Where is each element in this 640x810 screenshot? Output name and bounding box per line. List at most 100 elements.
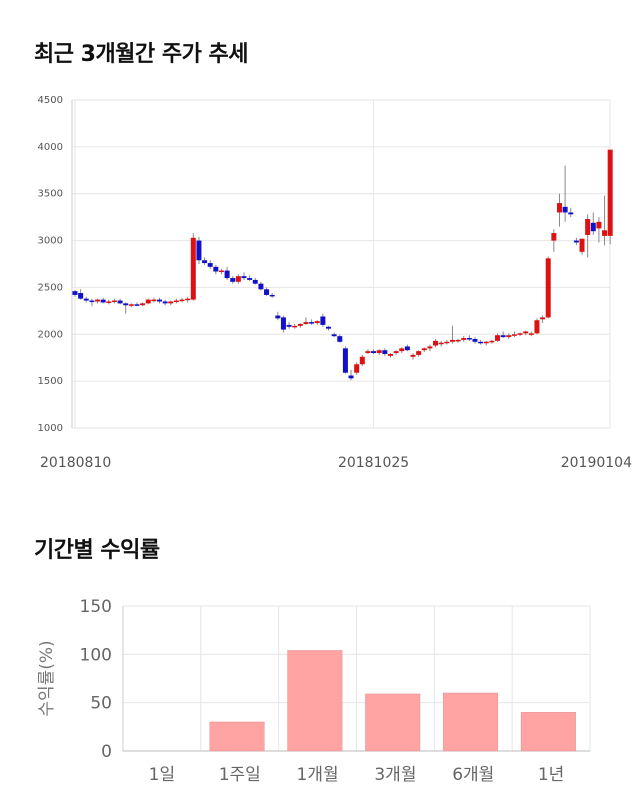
candle-body: [365, 351, 371, 354]
candle-body: [157, 299, 163, 302]
candle-body: [472, 338, 478, 342]
price-y-tick-label: 1000: [38, 423, 63, 434]
candle-body: [511, 334, 517, 336]
price-y-tick-label: 3000: [38, 236, 63, 247]
candle-body: [303, 322, 309, 324]
candle-body: [326, 326, 332, 329]
price-y-tick-label: 3500: [38, 189, 63, 200]
candle-body: [89, 300, 95, 303]
candle-body: [421, 348, 427, 351]
candle-body: [331, 334, 337, 337]
candle-body: [495, 335, 501, 341]
candle-body: [387, 353, 393, 356]
price-y-tick-label: 1500: [38, 376, 63, 387]
returns-x-tick-label: 1일: [149, 765, 175, 785]
candle-body: [286, 324, 292, 327]
price-x-tick-label: 20190104: [561, 455, 632, 471]
candle-body: [207, 263, 213, 267]
candle-body: [410, 354, 416, 357]
candle-body: [427, 346, 433, 349]
candle-body: [72, 291, 78, 295]
returns-bar: [287, 650, 343, 752]
price-x-tick-label: 20180810: [40, 455, 111, 471]
candle-body: [123, 303, 129, 306]
candle-body: [590, 222, 596, 232]
candle-body: [128, 304, 134, 306]
candle-body: [247, 278, 253, 280]
candle-body: [506, 335, 512, 338]
returns-y-tick-label: 50: [90, 694, 112, 714]
candle-body: [376, 350, 382, 354]
returns-y-tick-label: 150: [80, 597, 112, 617]
candle-body: [455, 339, 461, 342]
candle-body: [461, 338, 467, 340]
candle-body: [117, 300, 123, 304]
candle-body: [607, 149, 613, 236]
candle-body: [528, 333, 534, 335]
returns-x-tick-label: 3개월: [374, 765, 416, 785]
candle-body: [466, 338, 472, 340]
candle-body: [585, 219, 591, 235]
returns-x-tick-label: 1주일: [219, 765, 261, 785]
returns-y-axis-label: 수익률(%): [37, 640, 57, 716]
candle-body: [556, 203, 562, 213]
candle-body: [444, 341, 450, 344]
candle-body: [545, 258, 551, 318]
candle-body: [168, 301, 174, 304]
candle-body: [179, 299, 185, 302]
candle-body: [416, 351, 422, 355]
candle-body: [218, 270, 224, 273]
candle-body: [500, 335, 506, 338]
candle-body: [275, 315, 281, 319]
candle-body: [196, 240, 202, 261]
candle-body: [320, 316, 326, 325]
candle-body: [433, 340, 439, 346]
candle-body: [483, 341, 489, 344]
candle-body: [241, 276, 247, 279]
returns-y-tick-label: 100: [80, 645, 112, 665]
returns-bar: [520, 712, 576, 752]
candle-body: [280, 317, 286, 330]
candle-body: [224, 270, 230, 279]
candle-body: [393, 351, 399, 354]
candle-body: [551, 233, 557, 241]
candle-body: [297, 323, 303, 326]
candle-body: [83, 298, 89, 301]
returns-y-tick-label: 0: [101, 742, 112, 762]
returns-bar: [365, 693, 421, 752]
candle-body: [523, 331, 529, 334]
candle-body: [478, 341, 484, 344]
candle-body: [269, 294, 275, 297]
candle-body: [314, 321, 320, 324]
price-trend-chart: 1000 1500 2000 2500 3000 3500 4000 4500 20180810…: [38, 95, 633, 471]
returns-bar: [442, 692, 499, 752]
candle-body: [78, 293, 84, 299]
candle-body: [106, 301, 112, 303]
returns-x-tick-label: 1개월: [297, 765, 339, 785]
candle-body: [145, 299, 151, 304]
candle-body: [95, 299, 101, 302]
candle-body: [100, 299, 106, 303]
candle-body: [359, 356, 365, 365]
candle-body: [540, 317, 546, 320]
candle-body: [562, 206, 568, 213]
candle-body: [190, 237, 196, 300]
candle-body: [258, 283, 264, 290]
candle-body: [438, 342, 444, 345]
candle-body: [371, 351, 377, 354]
candle-body: [264, 289, 270, 295]
candle-body: [382, 350, 388, 354]
candle-body: [568, 212, 574, 215]
candle-body: [185, 298, 191, 301]
candle-body: [213, 266, 219, 272]
candle-body: [602, 230, 608, 236]
candle-body: [354, 364, 360, 373]
candle-body: [252, 279, 258, 284]
candle-body: [309, 322, 315, 324]
candle-body: [162, 301, 168, 304]
price-y-tick-label: 2500: [38, 282, 63, 293]
candle-body: [235, 276, 241, 282]
candle-body: [173, 300, 179, 303]
candle-body: [517, 333, 523, 335]
price-x-tick-label: 20181025: [338, 455, 409, 471]
